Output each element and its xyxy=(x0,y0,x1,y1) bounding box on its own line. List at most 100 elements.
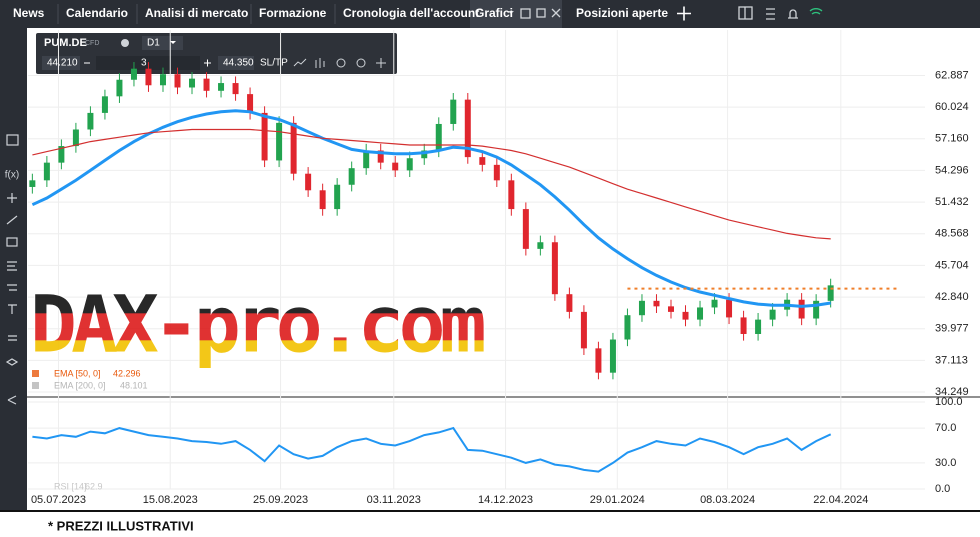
x-tick-label: 22.04.2024 xyxy=(813,494,868,506)
info-icon[interactable] xyxy=(121,39,129,47)
dropdown-arrow xyxy=(170,41,176,44)
candle-body xyxy=(334,184,341,210)
symbol[interactable]: PUM.DE xyxy=(44,37,87,49)
candle-body xyxy=(827,285,834,301)
nav-item[interactable]: Posizioni aperte xyxy=(576,6,668,20)
candle-body xyxy=(580,311,587,349)
candle-body xyxy=(682,311,689,320)
candle-body xyxy=(435,123,442,151)
candle-body xyxy=(537,242,544,249)
legend-value: 42.296 xyxy=(113,368,141,378)
y-tick-label: 45.704 xyxy=(935,259,969,271)
volume[interactable]: 3 xyxy=(141,58,147,69)
y-tick-label: 57.160 xyxy=(935,133,969,145)
plus-button[interactable] xyxy=(204,59,211,67)
candle-body xyxy=(595,348,602,373)
candle-body xyxy=(319,190,326,210)
nav-item[interactable]: Calendario xyxy=(66,6,128,20)
ask-box[interactable] xyxy=(218,56,254,70)
legend-icon xyxy=(32,370,39,377)
nav-item[interactable]: Analisi di mercato xyxy=(145,6,248,20)
nav-item[interactable]: News xyxy=(13,6,45,20)
legend-name: EMA [200, 0] xyxy=(54,380,106,390)
timeframe[interactable]: D1 xyxy=(147,38,160,49)
candle-body xyxy=(116,79,123,97)
disclaimer: * PREZZI ILLUSTRATIVI xyxy=(48,518,194,533)
candle-body xyxy=(348,168,355,185)
timeframe-select[interactable] xyxy=(142,36,183,50)
candle-body xyxy=(101,96,108,113)
candle-body xyxy=(406,158,413,171)
x-tick-label: 29.01.2024 xyxy=(590,494,645,506)
candle-body xyxy=(755,319,762,334)
candle-body xyxy=(29,180,36,187)
candle-body xyxy=(130,68,137,80)
watermark: DAX-pro.com xyxy=(30,280,484,370)
rsi-legend-value: 62.9 xyxy=(85,481,103,491)
rsi-line xyxy=(32,426,832,473)
candle-body xyxy=(653,300,660,307)
bid-price[interactable]: 44.210 xyxy=(47,58,78,69)
candle-body xyxy=(276,122,283,161)
ema-line xyxy=(31,109,831,308)
rsi-tick-label: 30.0 xyxy=(935,457,956,469)
candle-body xyxy=(247,94,254,113)
y-tick-label: 48.568 xyxy=(935,228,969,240)
x-tick-label: 15.08.2023 xyxy=(143,494,198,506)
candle-body xyxy=(740,317,747,334)
candle-body xyxy=(145,68,152,86)
legend-value: 48.101 xyxy=(120,380,148,390)
nav-item[interactable]: Cronologia dell'account xyxy=(343,6,479,20)
rsi-tick-label: 0.0 xyxy=(935,483,950,495)
sltp-button[interactable]: SL/TP xyxy=(260,58,288,69)
candle-body xyxy=(624,315,631,340)
bid-box[interactable] xyxy=(42,56,80,70)
ask-price[interactable]: 44.350 xyxy=(223,58,254,69)
y-tick-label: 39.977 xyxy=(935,323,969,335)
candle-body xyxy=(421,150,428,159)
y-tick-label: 60.024 xyxy=(935,101,969,113)
candle-body xyxy=(493,164,500,181)
x-tick-label: 08.03.2024 xyxy=(700,494,755,506)
candle-body xyxy=(377,150,384,163)
candle-body xyxy=(159,74,166,86)
candle-body xyxy=(711,299,718,308)
x-tick-label: 05.07.2023 xyxy=(31,494,86,506)
chart-tool-icons[interactable] xyxy=(293,58,386,68)
y-tick-label: 54.296 xyxy=(935,164,969,176)
candle-body xyxy=(232,83,239,95)
svg-text:f(x): f(x) xyxy=(5,170,19,181)
y-tick-label: 34.249 xyxy=(935,386,969,398)
candle-body xyxy=(87,112,94,130)
candle-body xyxy=(551,242,558,295)
candle-body xyxy=(479,157,486,165)
candle-body xyxy=(508,180,515,210)
active-tab[interactable] xyxy=(470,0,562,28)
y-tick-label: 62.887 xyxy=(935,69,969,81)
legend-icon xyxy=(32,382,39,389)
bell-icon[interactable] xyxy=(788,9,798,19)
y-tick-label: 42.840 xyxy=(935,291,969,303)
x-tick-label: 03.11.2023 xyxy=(367,494,421,506)
tab-dropdown[interactable] xyxy=(508,11,514,14)
x-tick-label: 25.09.2023 xyxy=(253,494,308,506)
candle-body xyxy=(769,309,776,320)
rsi-tick-label: 100.0 xyxy=(935,396,963,408)
wifi-icon xyxy=(809,8,823,15)
tool-icons[interactable]: f(x) xyxy=(5,134,19,405)
ema-line xyxy=(32,128,831,240)
candle-body xyxy=(58,146,65,163)
rsi-legend-name: RSI [14] xyxy=(54,481,87,491)
price-icon[interactable] xyxy=(766,8,775,20)
legend-name: EMA [50, 0] xyxy=(54,368,101,378)
rsi-tick-label: 70.0 xyxy=(935,422,956,434)
candle-body xyxy=(566,294,573,312)
candle-body xyxy=(450,99,457,124)
candle-body xyxy=(392,162,399,171)
nav-item[interactable]: Formazione xyxy=(259,6,327,20)
candle-body xyxy=(261,112,268,161)
add-tab[interactable] xyxy=(677,6,691,21)
tab-icons[interactable] xyxy=(520,8,561,19)
nav-item[interactable]: Grafici xyxy=(475,6,513,20)
